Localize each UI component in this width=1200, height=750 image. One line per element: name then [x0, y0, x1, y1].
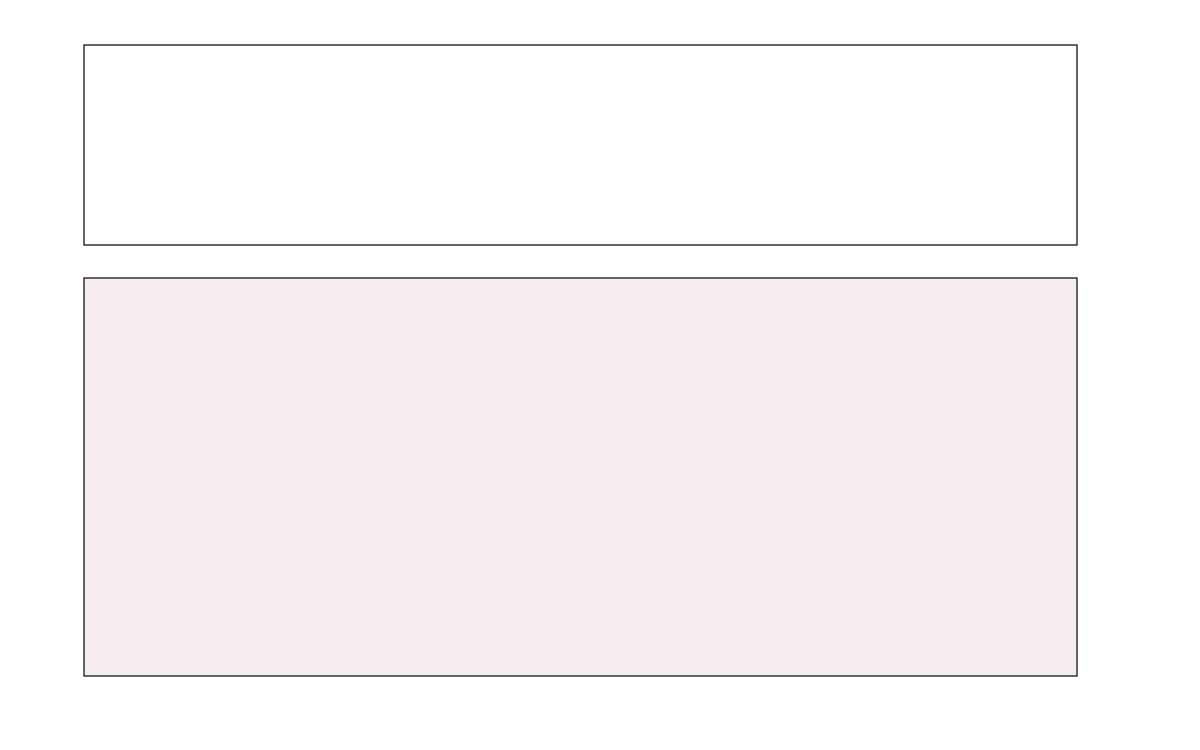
field-axes-frame: [83, 277, 1078, 677]
field-background: [84, 278, 1077, 676]
field-panel: [83, 277, 1078, 677]
pdf-axes-frame: [83, 44, 1078, 246]
field-content: [84, 278, 1077, 676]
pdf-panel: [83, 44, 1078, 246]
